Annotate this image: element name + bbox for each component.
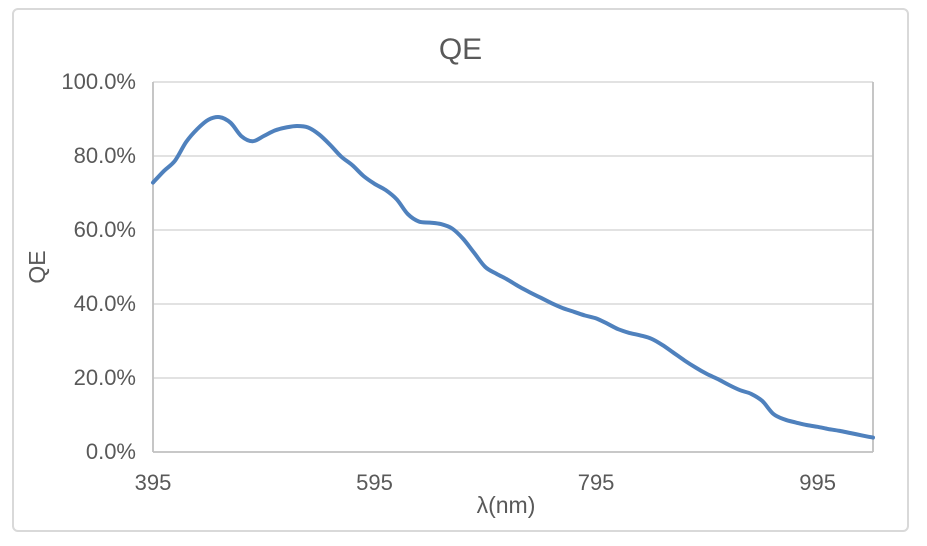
chart-frame — [12, 8, 909, 532]
y-tick-label-60: 60.0% — [73, 217, 136, 242]
y-tick-label-40: 40.0% — [73, 291, 136, 316]
y-axis-title: QE — [24, 250, 50, 284]
x-tick-label-395: 395 — [134, 470, 172, 495]
y-tick-label-100: 100.0% — [61, 69, 136, 94]
chart-title: QE — [438, 33, 483, 66]
x-tick-label-795: 795 — [577, 470, 615, 495]
x-tick-label-595: 595 — [356, 470, 393, 495]
y-tick-label-80: 80.0% — [73, 143, 136, 168]
y-tick-label-20: 20.0% — [73, 365, 136, 390]
qe-series-line — [151, 115, 875, 440]
y-tick-label-0: 0.0% — [85, 439, 136, 464]
x-tick-label-995: 995 — [799, 470, 836, 495]
x-axis-title: λ(nm) — [476, 492, 536, 518]
